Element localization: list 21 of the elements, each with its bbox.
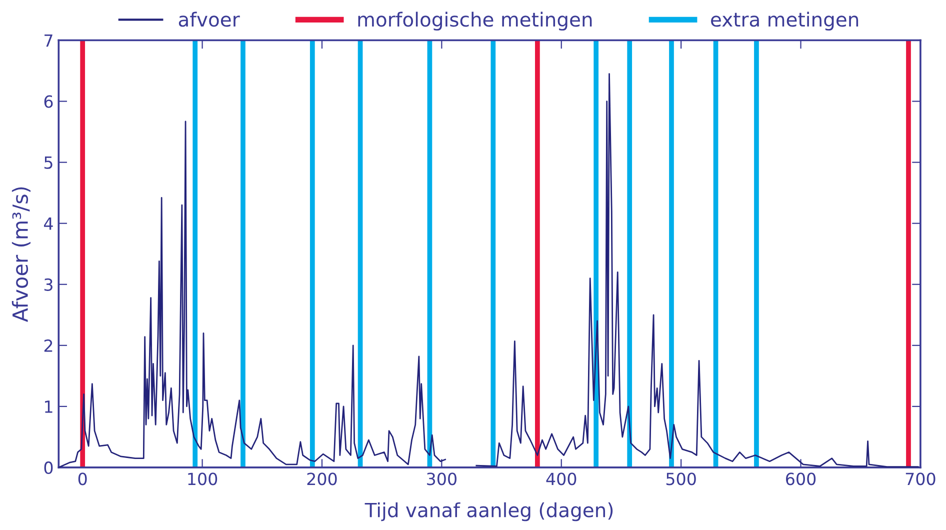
x-tick-label: 300 — [427, 472, 456, 486]
y-tick-label: 2 — [44, 339, 52, 352]
x-tick-label: 0 — [78, 472, 87, 486]
y-tick-label: 0 — [44, 461, 53, 474]
x-axis-title: Tijd vanaf aanleg (dagen) — [364, 502, 613, 522]
x-tick-label: 700 — [906, 472, 936, 486]
y-tick-label: 7 — [44, 34, 52, 47]
y-tick-label: 1 — [45, 400, 52, 413]
y-tick-label: 6 — [44, 95, 53, 108]
x-tick-label: 600 — [786, 472, 816, 486]
legend-label: extra metingen — [711, 12, 858, 31]
x-tick-label: 200 — [307, 472, 337, 486]
x-tick-label: 500 — [666, 472, 696, 486]
x-tick-label: 400 — [546, 472, 576, 486]
y-tick-label: 3 — [44, 278, 52, 291]
legend-label: morfologische metingen — [358, 12, 592, 31]
x-tick-label: 100 — [188, 472, 218, 486]
y-tick-label: 4 — [44, 218, 53, 230]
legend-label: afvoer — [178, 12, 240, 27]
y-tick-label: 5 — [44, 156, 52, 169]
y-axis-title: Afvoer (m³/s) — [12, 187, 30, 322]
